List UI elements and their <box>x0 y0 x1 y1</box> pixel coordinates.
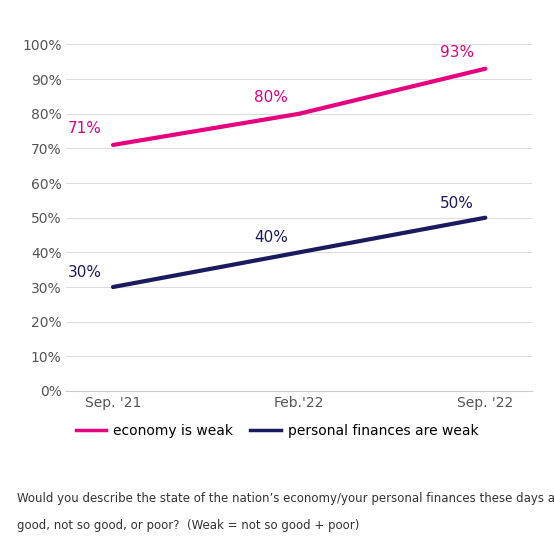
Text: 71%: 71% <box>68 121 102 136</box>
Text: 30%: 30% <box>68 265 102 280</box>
Text: 40%: 40% <box>254 230 288 245</box>
Text: good, not so good, or poor?  (Weak = not so good + poor): good, not so good, or poor? (Weak = not … <box>17 519 359 532</box>
Text: 50%: 50% <box>440 196 474 211</box>
Legend: economy is weak, personal finances are weak: economy is weak, personal finances are w… <box>70 419 484 444</box>
Text: 93%: 93% <box>440 45 474 60</box>
Text: 80%: 80% <box>254 90 288 105</box>
Text: Would you describe the state of the nation’s economy/your personal finances thes: Would you describe the state of the nati… <box>17 492 554 505</box>
